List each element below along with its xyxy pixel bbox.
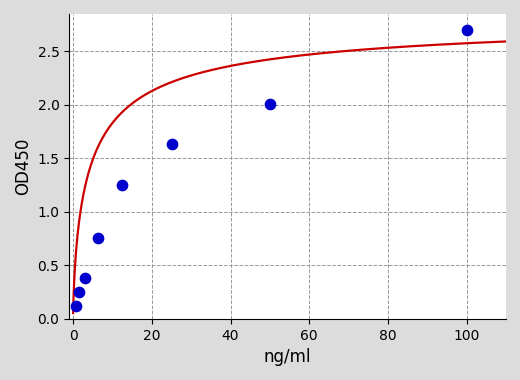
Point [266,101,274,107]
Point [75,289,83,295]
X-axis label: ng/ml: ng/ml [264,348,311,366]
Point [81,275,89,281]
Y-axis label: OD450: OD450 [14,138,32,195]
Point [94,234,102,241]
Point [118,182,126,188]
Point [72,303,80,309]
Point [463,27,471,33]
Point [167,141,176,147]
